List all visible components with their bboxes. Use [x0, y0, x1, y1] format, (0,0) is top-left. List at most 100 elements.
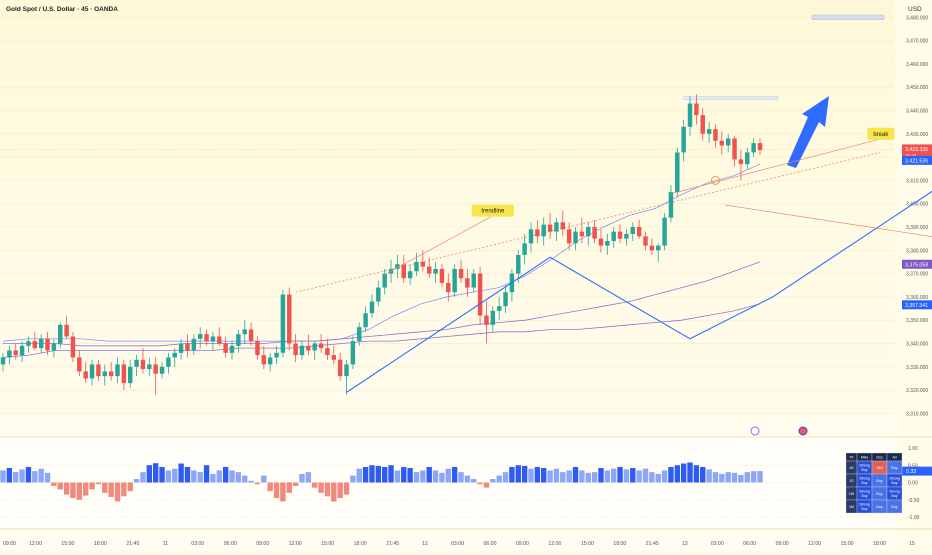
candle-body[interactable]	[64, 325, 68, 337]
osc-bar[interactable]	[643, 469, 648, 483]
candle-body[interactable]	[548, 225, 552, 232]
osc-bar[interactable]	[446, 469, 451, 483]
candle-body[interactable]	[701, 115, 705, 134]
osc-bar[interactable]	[248, 481, 253, 483]
currency-label[interactable]: USD	[908, 6, 922, 13]
osc-bar[interactable]	[700, 467, 705, 483]
osc-bar[interactable]	[140, 472, 145, 482]
osc-bar[interactable]	[496, 476, 501, 483]
osc-bar[interactable]	[611, 469, 616, 483]
candle-body[interactable]	[535, 229, 539, 236]
candle-body[interactable]	[681, 127, 685, 153]
candle-body[interactable]	[236, 334, 240, 346]
osc-bar[interactable]	[185, 467, 190, 483]
candle-body[interactable]	[402, 264, 406, 278]
candle-body[interactable]	[465, 278, 469, 287]
osc-bar[interactable]	[516, 465, 521, 482]
osc-bar[interactable]	[503, 472, 508, 482]
osc-bar[interactable]	[89, 483, 94, 490]
osc-bar[interactable]	[535, 467, 540, 483]
candle-body[interactable]	[179, 343, 183, 352]
candle-body[interactable]	[122, 364, 126, 383]
candle-body[interactable]	[134, 360, 138, 367]
candle-body[interactable]	[77, 357, 81, 371]
osc-bar[interactable]	[134, 479, 139, 482]
osc-bar[interactable]	[96, 483, 101, 485]
candle-body[interactable]	[662, 218, 666, 246]
candle-body[interactable]	[166, 357, 170, 366]
candle-body[interactable]	[344, 364, 348, 376]
candle-body[interactable]	[33, 341, 37, 348]
event-dividend-icon[interactable]	[751, 427, 759, 435]
osc-bar[interactable]	[477, 483, 482, 485]
osc-bar[interactable]	[566, 470, 571, 482]
candle-body[interactable]	[83, 371, 87, 378]
candle-body[interactable]	[522, 243, 526, 255]
osc-bar[interactable]	[236, 472, 241, 482]
candle-body[interactable]	[529, 229, 533, 243]
candle-body[interactable]	[312, 343, 316, 350]
candle-body[interactable]	[249, 329, 253, 341]
candle-body[interactable]	[713, 129, 717, 141]
osc-bar[interactable]	[83, 483, 88, 496]
osc-bar[interactable]	[624, 469, 629, 482]
candle-body[interactable]	[115, 364, 119, 376]
osc-bar[interactable]	[108, 483, 113, 497]
osc-bar[interactable]	[382, 467, 387, 483]
candle-body[interactable]	[287, 295, 291, 344]
candle-body[interactable]	[243, 329, 247, 334]
osc-bar[interactable]	[414, 472, 419, 482]
candle-body[interactable]	[71, 336, 75, 357]
candle-body[interactable]	[141, 360, 145, 369]
candle-body[interactable]	[484, 316, 488, 325]
resistance-zone[interactable]	[684, 97, 778, 100]
candle-body[interactable]	[408, 271, 412, 278]
osc-bar[interactable]	[636, 470, 641, 482]
osc-bar[interactable]	[751, 471, 756, 482]
candle-body[interactable]	[147, 364, 151, 369]
candle-body[interactable]	[217, 336, 221, 343]
candle-body[interactable]	[198, 334, 202, 339]
osc-bar[interactable]	[64, 483, 69, 495]
osc-bar[interactable]	[452, 467, 457, 483]
candle-body[interactable]	[204, 334, 208, 341]
osc-bar[interactable]	[197, 472, 202, 482]
candle-body[interactable]	[478, 274, 482, 316]
osc-bar[interactable]	[229, 470, 234, 482]
osc-bar[interactable]	[178, 464, 183, 483]
osc-bar[interactable]	[153, 463, 158, 482]
osc-bar[interactable]	[363, 467, 368, 483]
osc-bar[interactable]	[121, 483, 126, 497]
candle-body[interactable]	[7, 350, 11, 357]
osc-bar[interactable]	[439, 473, 444, 483]
candle-body[interactable]	[586, 227, 590, 236]
candle-body[interactable]	[503, 292, 507, 306]
osc-bar[interactable]	[687, 462, 692, 482]
candle-body[interactable]	[516, 255, 520, 274]
candle-body[interactable]	[440, 269, 444, 283]
osc-bar[interactable]	[617, 467, 622, 483]
target-zone[interactable]	[812, 15, 884, 20]
osc-bar[interactable]	[490, 479, 495, 482]
osc-bar[interactable]	[433, 470, 438, 482]
osc-bar[interactable]	[217, 470, 222, 482]
osc-bar[interactable]	[668, 467, 673, 483]
candle-body[interactable]	[281, 295, 285, 353]
osc-bar[interactable]	[172, 469, 177, 483]
candle-body[interactable]	[688, 104, 692, 127]
candle-body[interactable]	[694, 104, 698, 116]
osc-bar[interactable]	[325, 483, 330, 497]
osc-bar[interactable]	[554, 469, 559, 483]
osc-bar[interactable]	[560, 472, 565, 482]
candle-body[interactable]	[192, 339, 196, 351]
candle-body[interactable]	[554, 222, 558, 231]
osc-bar[interactable]	[528, 469, 533, 483]
osc-bar[interactable]	[541, 468, 546, 482]
candle-body[interactable]	[631, 227, 635, 234]
candle-body[interactable]	[306, 346, 310, 351]
osc-bar[interactable]	[713, 472, 718, 482]
candle-body[interactable]	[561, 222, 565, 229]
osc-bar[interactable]	[376, 466, 381, 483]
candle-body[interactable]	[446, 283, 450, 292]
osc-bar[interactable]	[242, 476, 247, 483]
